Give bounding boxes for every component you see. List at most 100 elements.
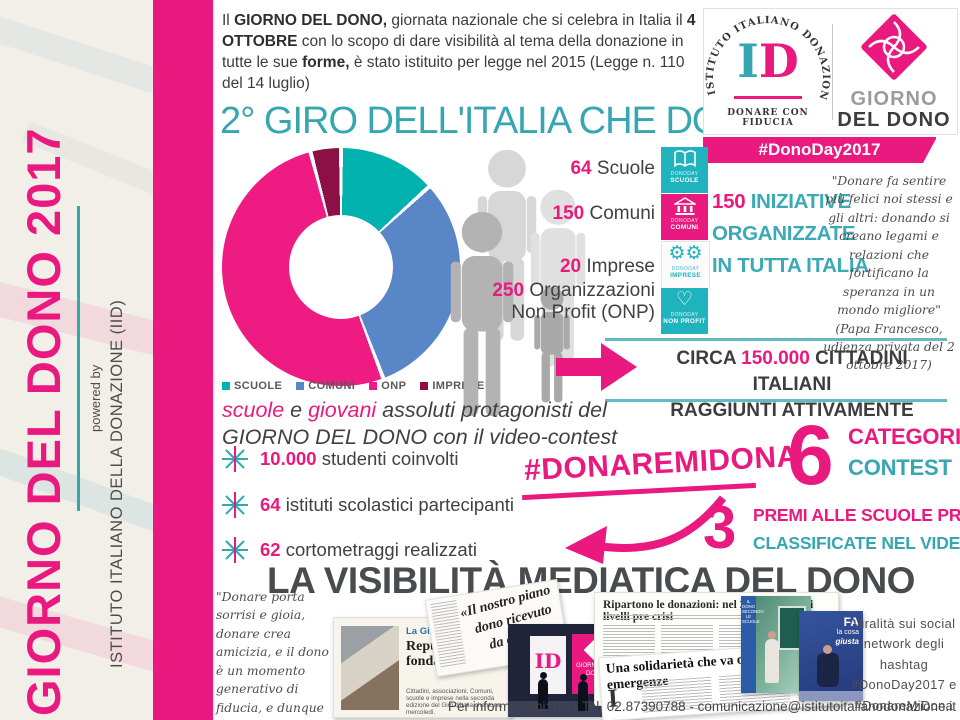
tile-brand: DONODAY (670, 218, 699, 224)
legend-swatch (369, 382, 378, 390)
tv-logo-line: FA (843, 615, 859, 629)
tile-label: COMUNI (670, 224, 699, 231)
donut-chart (222, 148, 460, 386)
intro-bold: GIORNO DEL DONO, (234, 12, 388, 29)
iid-underline (734, 96, 802, 99)
iniziative-line2: ORGANIZZATE (712, 222, 856, 245)
bullet-text: 62 cortometraggi realizzati (260, 539, 477, 561)
legend-swatch (420, 382, 429, 390)
accent-bar (153, 0, 213, 720)
stat-label: Comuni (589, 203, 655, 224)
bullet-label: cortometraggi realizzati (280, 539, 477, 560)
quote-papa-francesco: "Donare fa sentire più felici noi stessi… (823, 174, 955, 373)
legend-swatch (222, 382, 230, 390)
intro-bold: forme, (302, 54, 350, 71)
right-arrow-icon (556, 343, 637, 391)
left-sidebar: GIORNO DEL DONO 2017 powered by ISTITUTO… (0, 0, 215, 720)
donoday-ribbon: #DonoDay2017 (703, 137, 937, 163)
tile-comuni: DONODAY COMUNI (661, 194, 708, 240)
bullet-studenti: 10.000 studenti coinvolti (222, 446, 459, 472)
tile-label: SCUOLE (670, 177, 699, 184)
stat-comuni: 150 Comuni (455, 203, 655, 225)
sidebar-org-label: ISTITUTO ITALIANO DELLA DONAZIONE (IID) (108, 299, 126, 668)
iid-logo: ISTITUTO ITALIANO DONAZIONE ID DONARE CO… (700, 2, 832, 133)
star-bullet-icon (222, 446, 248, 472)
page-title: 2° GIRO DELL'ITALIA CHE DONA (220, 100, 772, 142)
legend-item: SCUOLE (222, 380, 282, 392)
tv-logo-line: la cosa (836, 629, 859, 636)
tv-caption: IL DONO SECONDO LE SCUOLE (741, 596, 764, 693)
reach-text-line2: RAGGIUNTI ATTIVAMENTE (670, 400, 914, 421)
iniziative-line3: IN TUTTA ITALIA (712, 254, 869, 277)
stat-imprese: 20 Imprese (455, 256, 655, 278)
logo-divider (832, 23, 833, 120)
tile-nonprofit: ♡ DONODAY NON PROFIT (661, 288, 708, 334)
stat-value: 150 (552, 203, 585, 224)
iniziative-line1: 150 INIZIATIVE (712, 186, 869, 218)
tile-brand: DONODAY (671, 266, 700, 272)
sidebar-divider-line (77, 206, 80, 511)
chart-legend: SCUOLE COMUNI ONP IMPRESE (222, 380, 484, 392)
bullet-number: 62 (260, 539, 281, 560)
protagonists-text: scuole e giovani assoluti protagonisti d… (222, 397, 617, 451)
newsprint-subhead (603, 615, 831, 620)
bullet-number: 64 (260, 494, 281, 515)
bullet-istituti: 64 istituti scolastici partecipanti (222, 492, 514, 518)
reach-text: CIRCA (676, 348, 742, 369)
stat-label: Imprese (586, 256, 655, 277)
tv-screenshot-fa-la-cosa-giusta: FA la cosa giusta (799, 611, 863, 701)
stat-label: Organizzazioni Non Profit (ONP) (511, 280, 655, 323)
iid-monogram: ID (704, 38, 832, 84)
star-bullet-icon (222, 492, 248, 518)
intro-paragraph: Il GIORNO DEL DONO, giornata nazionale c… (222, 10, 700, 94)
stat-value: 20 (559, 256, 582, 277)
bullet-cortometraggi: 62 cortometraggi realizzati (222, 537, 477, 563)
person-silhouette (765, 631, 779, 683)
bullet-text: 10.000 studenti coinvolti (260, 448, 459, 470)
tile-brand: DONODAY (670, 171, 699, 177)
donoday-hashtag: #DonoDay2017 (758, 140, 881, 159)
newspaper-body: Cittadini, associazioni, Comuni, scuole … (406, 688, 503, 716)
iid-arc-text: ISTITUTO ITALIANO DONAZIONE (700, 2, 830, 102)
iid-tagline: DONARE CON FIDUCIA (727, 108, 809, 128)
divider-line (605, 338, 947, 341)
protagonists-line1: scuole e giovani assoluti protagonisti d… (222, 397, 617, 424)
contest3-line2: CLASSIFICATE NEL VIDEO-CONTEST (753, 533, 960, 553)
curved-arrow-icon (565, 495, 727, 564)
iniziative-block: 150 INIZIATIVE ORGANIZZATE IN TUTTA ITAL… (712, 186, 869, 282)
media-section-title: LA VISIBILITÀ MEDIATICA DEL DONO (267, 560, 915, 601)
tile-label: NON PROFIT (663, 318, 706, 325)
gdd-name-line2: DEL DONO (837, 109, 951, 131)
powered-by-label: powered by (88, 364, 103, 432)
bullet-number: 10.000 (260, 448, 317, 469)
legend-item: COMUNI (296, 380, 355, 392)
stat-onp: 250 Organizzazioni Non Profit (ONP) (455, 280, 655, 324)
heart-icon: ♡ (675, 289, 694, 310)
tile-scuole: DONODAY SCUOLE (661, 147, 708, 193)
logo-box: ISTITUTO ITALIANO DONAZIONE ID DONARE CO… (700, 2, 958, 135)
intro-text: giornata nazionale che si celebra in Ita… (387, 12, 687, 29)
tv-logo-line: giusta (835, 637, 859, 646)
bullet-text: 64 istituti scolastici partecipanti (260, 494, 514, 516)
sidebar-title: GIORNO DEL DONO 2017 (17, 127, 70, 717)
diamond-icon (861, 14, 927, 80)
divider-line (605, 399, 947, 402)
tile-label: IMPRESE (670, 272, 701, 279)
legend-label: COMUNI (308, 380, 356, 392)
text: assoluti protagonisti del (376, 398, 607, 422)
reach-number: 150.000 (741, 348, 810, 369)
giorno-del-dono-logo: GIORNO DEL DONO (833, 10, 955, 133)
gdd-name-line1: GIORNO (850, 88, 938, 110)
ribbon-fold (923, 137, 937, 163)
stat-label: Scuole (596, 158, 655, 179)
legend-label: ONP (381, 380, 407, 392)
legend-item: ONP (369, 380, 406, 392)
iniziative-number: 150 (712, 190, 746, 213)
highlight-word: giovani (308, 398, 377, 422)
reach-text: CITTADINI ITALIANI (752, 348, 908, 395)
bullet-label: istituti scolastici partecipanti (280, 494, 514, 515)
contest3-line1: PREMI ALLE SCUOLE PRIME (753, 505, 960, 525)
newspaper-photo (341, 626, 399, 710)
person-silhouette (817, 645, 839, 687)
